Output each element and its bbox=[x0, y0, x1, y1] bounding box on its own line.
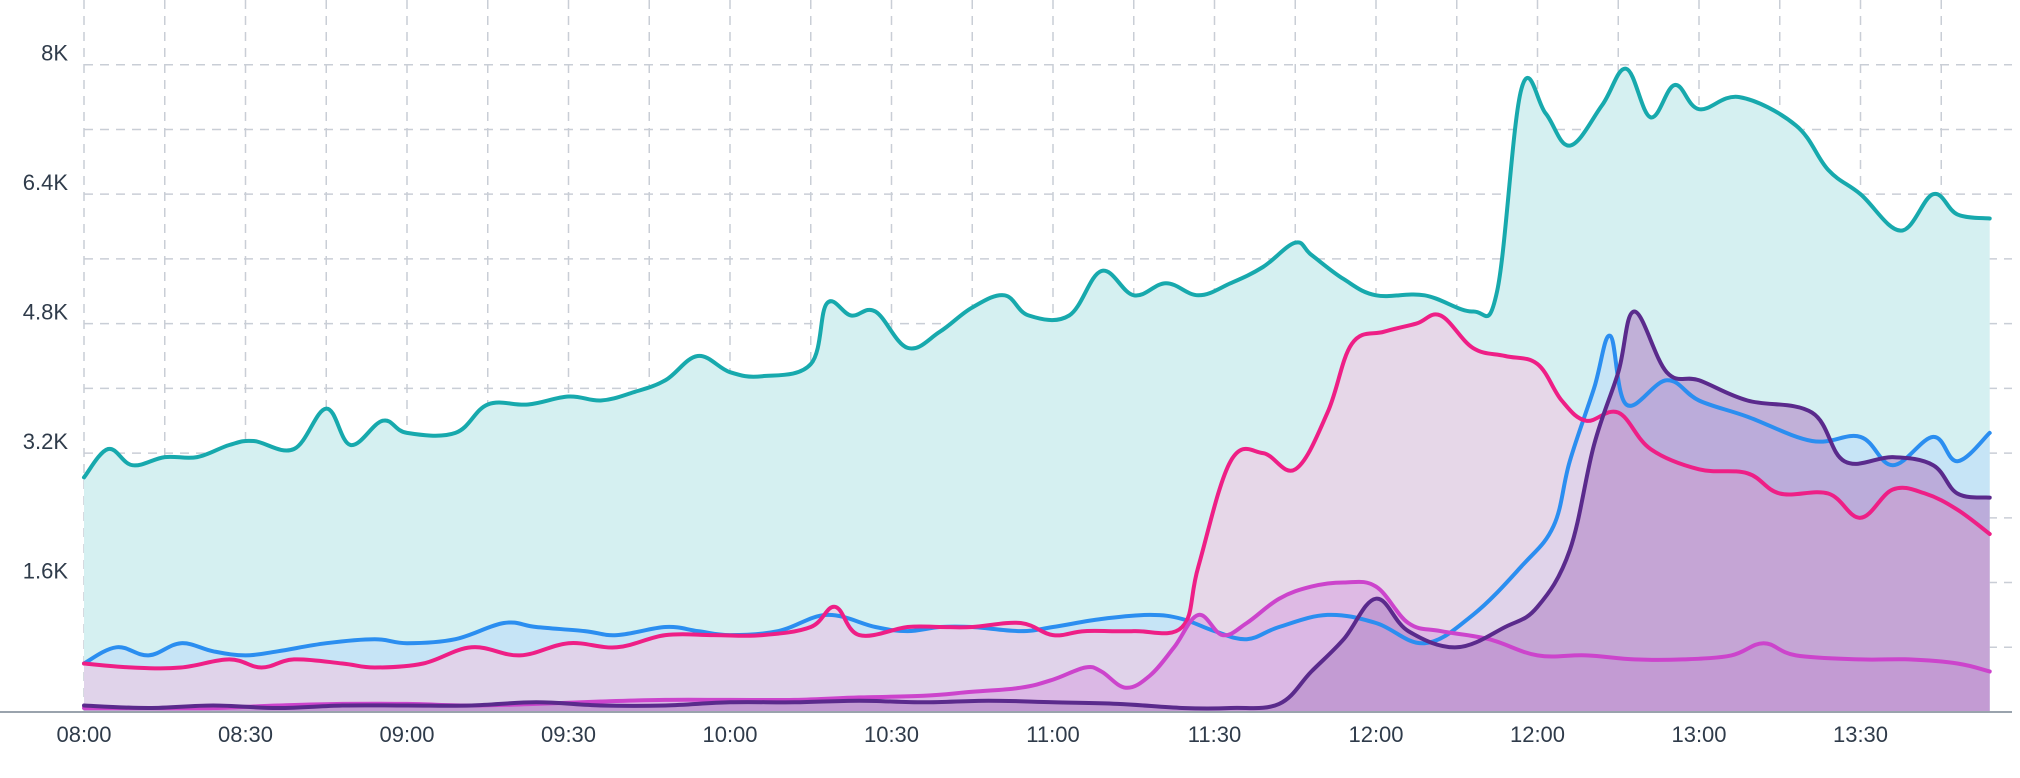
series-3-area bbox=[84, 314, 1990, 712]
y-tick-layer: 1.6K 3.2K 4.8K 6.4K 8K bbox=[23, 41, 69, 584]
line-layer bbox=[82, 66, 1992, 711]
series-3-line bbox=[82, 312, 1992, 671]
x-tick-label: 11:30 bbox=[1188, 722, 1241, 747]
x-tick-label: 13:30 bbox=[1833, 722, 1888, 747]
y-tick-label: 1.6K bbox=[23, 559, 69, 584]
x-tick-label: 10:00 bbox=[702, 722, 757, 747]
x-tick-label: 08:00 bbox=[56, 722, 111, 747]
x-tick-label: 11:00 bbox=[1026, 722, 1079, 747]
x-tick-label: 10:30 bbox=[864, 722, 919, 747]
x-tick-label: 08:30 bbox=[218, 722, 273, 747]
series-5-line bbox=[82, 309, 1992, 711]
series-5-area bbox=[84, 311, 1990, 712]
x-tick-layer: 08:00 08:30 09:00 09:30 10:00 10:30 11:00 11:30… bbox=[56, 722, 1888, 747]
x-tick-label: 12:00 bbox=[1510, 722, 1565, 747]
x-tick-label: 09:30 bbox=[541, 722, 596, 747]
series-1-line bbox=[82, 66, 1992, 480]
y-tick-label: 6.4K bbox=[23, 170, 69, 195]
y-tick-label: 8K bbox=[41, 41, 68, 66]
x-tick-label: 13:00 bbox=[1671, 722, 1726, 747]
x-tick-label: 12:00 bbox=[1348, 722, 1403, 747]
y-tick-label: 4.8K bbox=[23, 300, 69, 325]
y-tick-label: 3.2K bbox=[23, 429, 69, 454]
x-tick-label: 09:00 bbox=[379, 722, 434, 747]
area-layer bbox=[84, 68, 1990, 713]
series-2-line bbox=[82, 333, 1992, 666]
